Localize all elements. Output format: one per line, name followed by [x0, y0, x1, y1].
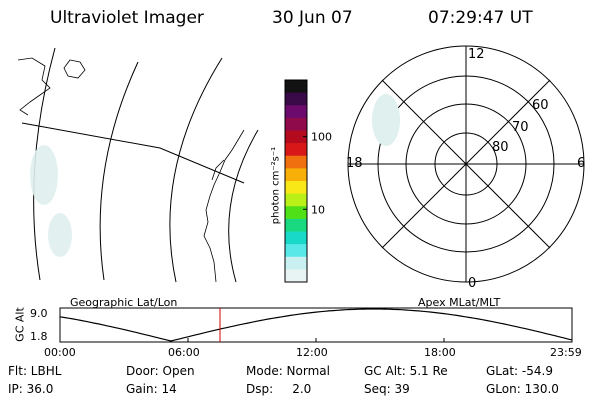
y-tick-9: 9.0: [30, 307, 48, 320]
colorbar-tick-label: 10: [311, 203, 325, 216]
colorbar-stripe: [285, 218, 307, 232]
instrument-title: Ultraviolet Imager: [50, 8, 204, 28]
x-tick-0600: 06:00: [168, 346, 200, 359]
aurora-patch: [48, 213, 72, 257]
polar-plot: [347, 45, 585, 283]
x-tick-2359: 23:59: [550, 346, 582, 359]
colorbar: 100 10: [284, 79, 332, 283]
colorbar-stripe: [285, 231, 307, 245]
x-tick-1800: 18:00: [424, 346, 456, 359]
y-tick-1: 1.8: [30, 330, 48, 343]
colorbar-stripe: [285, 105, 307, 119]
colorbar-stripe: [285, 130, 307, 144]
glon-status: GLon: 130.0: [486, 382, 559, 396]
colorbar-unit-label: photon cm⁻²s⁻¹: [270, 146, 282, 225]
lat-label-80: 80: [492, 140, 509, 155]
ip-status: IP: 36.0: [8, 382, 54, 396]
mlt-label-0: 0: [468, 276, 477, 291]
aurora-patch: [372, 94, 400, 146]
colorbar-stripe: [285, 256, 307, 270]
door-status: Door: Open: [126, 364, 195, 378]
x-tick-1200: 12:00: [296, 346, 328, 359]
colorbar-stripe: [285, 181, 307, 195]
mlt-label-18: 18: [346, 156, 363, 171]
geographic-coord-label: Geographic Lat/Lon: [70, 296, 178, 309]
mode-status: Mode: Normal: [246, 364, 330, 378]
altitude-curve: [59, 308, 573, 342]
gain-status: Gain: 14: [126, 382, 177, 396]
colorbar-stripe: [285, 117, 307, 131]
colorbar-stripe: [285, 244, 307, 258]
colorbar-stripe: [285, 206, 307, 220]
map-track-line: [21, 122, 245, 184]
lat-label-60: 60: [532, 98, 549, 113]
map-latitude-arc: [169, 57, 223, 283]
map-coastline: [63, 59, 86, 79]
seq-status: Seq: 39: [364, 382, 410, 396]
apex-coord-label: Apex MLat/MLT: [418, 296, 501, 309]
mlt-label-12: 12: [468, 47, 485, 62]
colorbar-stripe: [285, 269, 307, 283]
aurora-patch: [30, 145, 58, 205]
time-label: 07:29:47 UT: [428, 8, 533, 28]
mlt-label-6: 6: [577, 156, 586, 171]
map-latitude-arc: [99, 61, 139, 281]
glat-status: GLat: -54.9: [486, 364, 553, 378]
map-latitude-arc: [228, 129, 259, 283]
dsp-status: Dsp: 2.0: [246, 382, 312, 396]
map-latitude-arc: [33, 47, 56, 281]
map-coastline: [211, 159, 225, 181]
date-label: 30 Jun 07: [272, 8, 353, 28]
gc-alt-axis-label: GC Alt: [13, 307, 27, 342]
colorbar-stripe: [285, 92, 307, 106]
colorbar-stripe: [285, 193, 307, 207]
map-coastline: [203, 129, 245, 283]
filter-status: Flt: LBHL: [8, 364, 62, 378]
colorbar-stripe: [285, 155, 307, 169]
altitude-plot: [59, 307, 573, 343]
x-tick-0000: 00:00: [44, 346, 76, 359]
gc-alt-status: GC Alt: 5.1 Re: [364, 364, 448, 378]
map-coastline: [17, 57, 51, 116]
lat-label-70: 70: [512, 120, 529, 135]
colorbar-stripe: [285, 143, 307, 157]
colorbar-tick-label: 100: [311, 131, 332, 144]
colorbar-stripe: [285, 80, 307, 94]
colorbar-stripe: [285, 168, 307, 182]
